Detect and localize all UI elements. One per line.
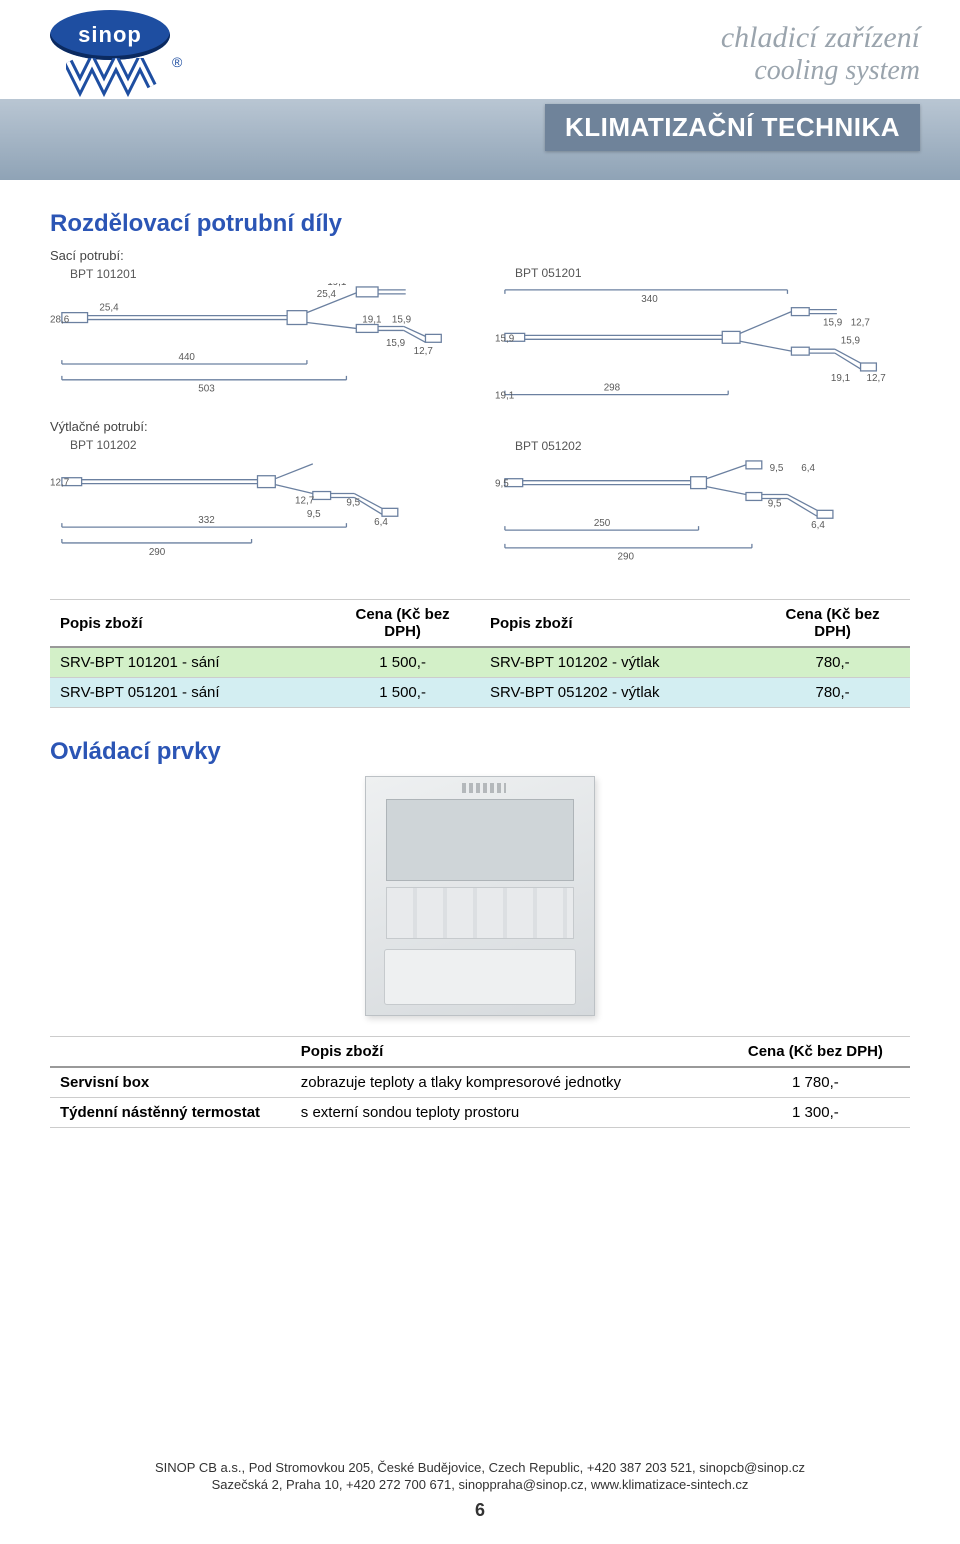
dim-9-5e: 9,5 (768, 499, 782, 510)
logo-text: sinop (78, 22, 142, 48)
dim-440: 440 (178, 352, 195, 363)
controls-table: Popis zboží Cena (Kč bez DPH) Servisní b… (50, 1036, 910, 1128)
diagram-bpt051202: 9,5 9,5 6,4 9,5 6,4 250 290 (495, 455, 910, 574)
table-row: Servisní box zobrazuje teploty a tlaky k… (50, 1067, 910, 1098)
diagram-bpt051201: 340 298 15,9 19,1 15,9 12,7 15,9 19,1 12… (495, 282, 910, 410)
logo-oval: sinop (50, 10, 170, 60)
pipe-diagrams: Sací potrubí: BPT 101201 28,6 25,4 25,4 (50, 248, 910, 579)
bpt101202-label: BPT 101202 (70, 438, 465, 452)
cell-name: Servisní box (50, 1067, 291, 1098)
dim-12-7d: 12,7 (867, 373, 886, 384)
diagram-right-col: BPT 051201 340 298 15,9 19,1 15,9 (495, 248, 910, 579)
cell-desc: s externí sondou teploty prostoru (291, 1098, 721, 1128)
dim-298: 298 (604, 383, 621, 394)
bpt051201-label: BPT 051201 (515, 266, 910, 280)
dim-28-6: 28,6 (50, 315, 70, 326)
dim-9-5c: 9,5 (495, 479, 509, 490)
thermostat-grille-icon (462, 783, 506, 793)
section2-title: Ovládací prvky (50, 738, 960, 766)
dim-6-4b: 6,4 (801, 463, 815, 474)
bpt051202-label: BPT 051202 (515, 439, 910, 453)
logo-waves-icon (66, 58, 162, 120)
dim-12-7b: 12,7 (295, 495, 314, 506)
cell-desc: SRV-BPT 051201 - sání (50, 678, 325, 708)
dim-12-7c: 12,7 (851, 317, 870, 328)
footer-line1: SINOP CB a.s., Pod Stromovkou 205, České… (0, 1459, 960, 1477)
th-popis-2: Popis zboží (480, 600, 755, 648)
cell-price: 1 300,- (721, 1098, 910, 1128)
cell-price: 1 780,- (721, 1067, 910, 1098)
th-popis-1: Popis zboží (50, 600, 325, 648)
dim-6-4: 6,4 (374, 517, 388, 528)
page-header: sinop ® chladicí zařízení cooling system… (0, 0, 960, 180)
dim-15-9d: 15,9 (823, 317, 843, 328)
th2-popis: Popis zboží (291, 1037, 721, 1068)
dim-12-7: 12,7 (414, 346, 433, 357)
cell-price: 1 500,- (325, 678, 480, 708)
diagram-bpt101202: 12,7 12,7 9,5 9,5 6,4 332 290 (50, 454, 465, 573)
cell-desc2: SRV-BPT 101202 - výtlak (480, 647, 755, 678)
diagram-left-col: Sací potrubí: BPT 101201 28,6 25,4 25,4 (50, 248, 465, 579)
dim-290: 290 (149, 546, 166, 557)
dim-290b: 290 (618, 552, 635, 563)
cell-desc: SRV-BPT 101201 - sání (50, 647, 325, 678)
dim-19-1c: 19,1 (495, 391, 514, 402)
dim-19-1d: 19,1 (831, 373, 850, 384)
cell-price2: 780,- (755, 678, 910, 708)
dim-15-9c: 15,9 (495, 333, 515, 344)
cell-price: 1 500,- (325, 647, 480, 678)
page-number: 6 (0, 1498, 960, 1522)
thermostat-image (365, 776, 595, 1016)
cell-desc: zobrazuje teploty a tlaky kompresorové j… (291, 1067, 721, 1098)
dim-503: 503 (198, 384, 215, 395)
cell-desc2: SRV-BPT 051202 - výtlak (480, 678, 755, 708)
dim-25-4: 25,4 (99, 303, 119, 314)
dim-9-5a: 9,5 (346, 497, 360, 508)
th2-cena: Cena (Kč bez DPH) (721, 1037, 910, 1068)
logo: sinop ® (36, 4, 196, 124)
page-footer: SINOP CB a.s., Pod Stromovkou 205, České… (0, 1459, 960, 1522)
dim-19-1: 19,1 (327, 283, 347, 288)
dim-12-7a: 12,7 (50, 477, 69, 488)
saci-label: Sací potrubí: (50, 248, 465, 263)
dim-250: 250 (594, 519, 611, 530)
table-row: SRV-BPT 051201 - sání 1 500,- SRV-BPT 05… (50, 678, 910, 708)
cell-price2: 780,- (755, 647, 910, 678)
dim-6-4c: 6,4 (811, 521, 825, 532)
section1-title: Rozdělovací potrubní díly (50, 210, 960, 238)
registered-icon: ® (172, 54, 182, 70)
cell-name: Týdenní nástěnný termostat (50, 1098, 291, 1128)
th-cena-1: Cena (Kč bez DPH) (325, 600, 480, 648)
vytlacne-label: Výtlačné potrubí: (50, 419, 465, 434)
dim-15-9: 15,9 (392, 315, 412, 326)
table-row: SRV-BPT 101201 - sání 1 500,- SRV-BPT 10… (50, 647, 910, 678)
subtitle-line1: chladicí zařízení (721, 21, 920, 54)
diagram-bpt101201: 28,6 25,4 25,4 19,1 19,1 15,9 15,9 12,7 … (50, 283, 465, 402)
footer-line2: Sazečská 2, Praha 10, +420 272 700 671, … (0, 1476, 960, 1494)
header-subtitle: chladicí zařízení cooling system (634, 22, 920, 85)
dim-15-9b: 15,9 (386, 338, 406, 349)
dim-332: 332 (198, 515, 214, 526)
table-row: Týdenní nástěnný termostat s externí son… (50, 1098, 910, 1128)
pipe-parts-table: Popis zboží Cena (Kč bez DPH) Popis zbož… (50, 599, 910, 708)
bpt101201-label: BPT 101201 (70, 267, 465, 281)
dim-9-5b: 9,5 (307, 509, 321, 520)
th-cena-2: Cena (Kč bez DPH) (755, 600, 910, 648)
thermostat-flap (384, 949, 576, 1005)
subtitle-line2: cooling system (634, 56, 920, 85)
header-banner: KLIMATIZAČNÍ TECHNIKA (545, 104, 920, 151)
dim-25-4b: 25,4 (317, 289, 337, 300)
dim-15-9e: 15,9 (841, 335, 861, 346)
dim-19-1b: 19,1 (362, 315, 382, 326)
dim-340: 340 (641, 294, 658, 305)
dim-9-5d: 9,5 (770, 463, 784, 474)
